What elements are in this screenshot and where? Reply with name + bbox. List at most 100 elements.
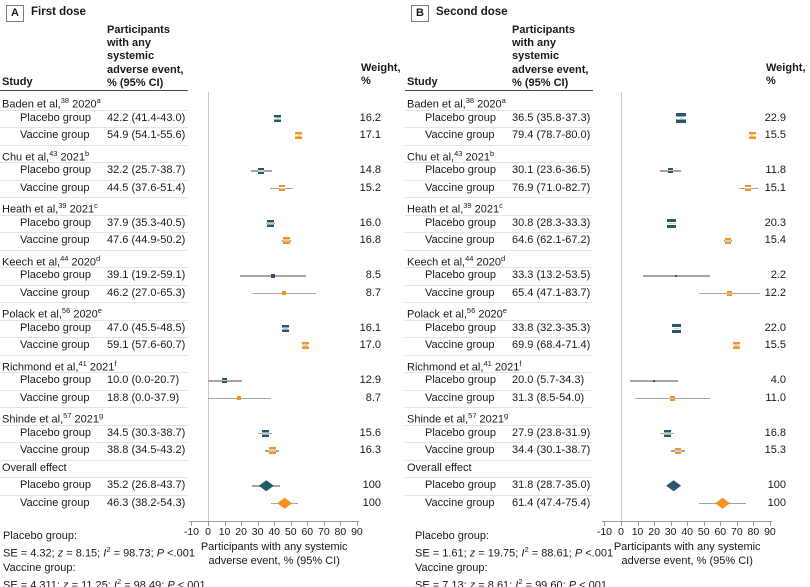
axis-tick-label: 30 [664,526,677,538]
estimate-value: 10.0 (0.0-20.7) [107,374,180,386]
axis-tick [720,521,722,526]
study-name: Shinde et al,57 2021g [407,411,509,426]
weight-value: 100 [767,496,786,509]
row-rule [405,109,593,111]
reference-superscript: 57 [63,411,72,420]
group-label: Vaccine group [425,234,495,246]
estimate-value: 76.9 (71.0-82.7) [512,181,591,194]
point-marker-vaccine [295,132,303,140]
row-rule [405,477,593,478]
panel-title: Second dose [436,6,508,18]
row-rule [405,372,593,373]
weight-value: 11.8 [765,164,786,176]
axis-tick-label: 10 [218,526,231,538]
point-marker-placebo [676,113,687,124]
footnote-superscript: g [504,411,509,420]
axis-tick [637,521,639,526]
estimate-value: 27.9 (23.8-31.9) [512,426,591,439]
axis-tick-label: 70 [731,526,743,538]
table-header-rule [0,90,188,91]
estimate-value: 31.3 (8.5-54.0) [512,391,585,404]
point-marker-placebo [675,274,678,277]
weight-value: 17.0 [359,339,381,351]
row-rule [405,354,593,356]
row-rule [405,197,593,198]
footnote-superscript: b [489,148,495,158]
weight-value: 12.9 [359,374,381,386]
group-label: Placebo group [425,426,496,439]
row-rule [0,354,188,356]
weight-value: 11.0 [765,391,786,404]
row-rule [0,477,188,478]
estimate-value: 35.2 (26.8-43.7) [107,479,186,491]
row-rule [0,284,188,286]
group-label: Placebo group [20,164,91,176]
estimate-value: 36.5 (35.8-37.3) [512,111,591,124]
study-name: Chu et al,43 2021b [407,148,495,164]
point-marker-vaccine [745,185,752,192]
weight-value: 16.3 [359,444,381,456]
row-rule [405,459,593,461]
weight-value: 100 [362,479,381,491]
axis-tick-label: 20 [235,526,247,538]
row-rule [0,302,188,303]
weight-value: 8.7 [365,391,381,404]
estimate-value: 64.6 (62.1-67.2) [512,234,591,246]
estimate-value: 47.6 (44.9-50.2) [107,234,186,246]
column-header-study: Study [407,76,438,88]
group-label: Placebo group [425,164,496,176]
estimate-value: 37.9 (35.3-40.5) [107,216,186,229]
panel-label-box: A [6,5,24,22]
group-label: Vaccine group [425,339,495,351]
overall-diamond-vaccine [277,497,293,509]
estimate-value: 38.8 (34.5-43.2) [107,444,186,456]
row-rule [405,144,593,146]
axis-tick-label: 50 [284,526,297,538]
row-rule [0,389,188,391]
row-rule [405,424,593,426]
row-rule [405,302,593,303]
footnote-superscript: g [99,411,104,420]
reference-superscript: 39 [463,201,472,210]
axis-tick [290,521,292,526]
weight-value: 22.0 [764,321,786,334]
axis-tick [323,521,325,526]
row-rule [405,267,593,268]
row-rule [0,407,188,408]
group-label: Placebo group [20,374,91,386]
axis-tick-label: 40 [681,526,694,538]
estimate-value: 44.5 (37.6-51.4) [107,181,186,194]
axis-tick [340,521,342,526]
estimate-value: 47.0 (45.5-48.5) [107,321,186,334]
footnote-superscript: c [94,201,98,210]
point-marker-placebo [258,167,265,174]
row-rule [405,494,593,496]
axis-tick-label: 50 [697,526,710,538]
weight-value: 16.0 [359,216,381,229]
axis-tick-label: 20 [648,526,660,538]
study-name: Keech et al,44 2020d [407,253,506,269]
row-rule [0,494,188,496]
row-rule [405,319,593,321]
axis-tick [604,521,606,526]
study-name: Baden et al,38 2020a [2,96,101,111]
panel-first-dose: A First dose Study Participants with any sy… [0,5,401,587]
row-rule [405,389,593,391]
column-header-estimate: Participants with any systemic adverse even… [512,24,589,89]
group-label: Placebo group [20,111,91,124]
group-label: Placebo group [425,216,496,229]
point-marker-vaccine [670,395,676,401]
row-rule [0,249,188,251]
column-header-estimate: Participants with any systemic adverse even… [107,24,184,89]
row-rule [405,284,593,286]
row-rule [405,214,593,216]
weight-value: 15.6 [359,426,381,439]
axis-tick [736,521,738,526]
axis-tick [703,521,705,526]
row-rule [405,442,593,443]
axis-tick [356,521,358,526]
study-name: Polack et al,56 2020e [2,306,102,321]
overall-diamond-vaccine [715,497,731,509]
estimate-value: 46.2 (27.0-65.3) [107,286,186,299]
point-marker-placebo [267,219,275,227]
